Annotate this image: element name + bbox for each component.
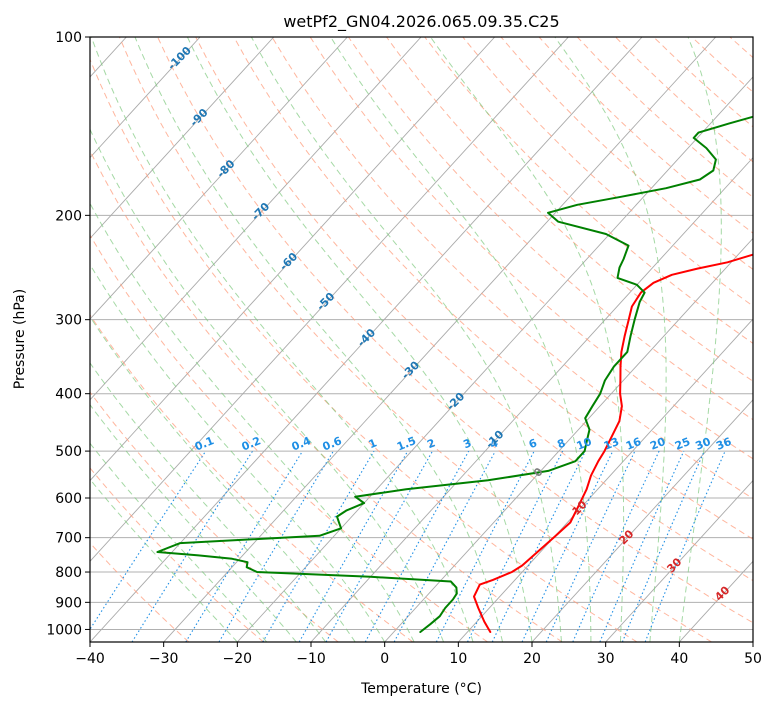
x-tick-label: 20 [523,651,541,667]
x-tick-label: −30 [149,651,179,667]
y-tick-label: 500 [55,444,82,460]
chart-title: wetPf2_GN04.2026.065.09.35.C25 [283,12,559,32]
y-tick-label: 900 [55,595,82,611]
y-tick-label: 100 [55,30,82,46]
x-tick-label: 10 [449,651,467,667]
x-tick-label: 0 [380,651,389,667]
x-tick-label: 50 [744,651,762,667]
y-tick-label: 1000 [46,622,82,638]
y-axis-label: Pressure (hPa) [12,289,28,389]
y-tick-label: 700 [55,531,82,547]
x-tick-label: −10 [296,651,326,667]
x-tick-label: 30 [597,651,615,667]
y-tick-label: 200 [55,208,82,224]
x-tick-label: 40 [670,651,688,667]
x-tick-label: −20 [223,651,253,667]
y-tick-label: 400 [55,387,82,403]
y-tick-label: 600 [55,491,82,507]
x-tick-label: −40 [75,651,105,667]
y-tick-label: 300 [55,313,82,329]
y-tick-label: 800 [55,565,82,581]
x-axis-label: Temperature (°C) [360,681,482,697]
